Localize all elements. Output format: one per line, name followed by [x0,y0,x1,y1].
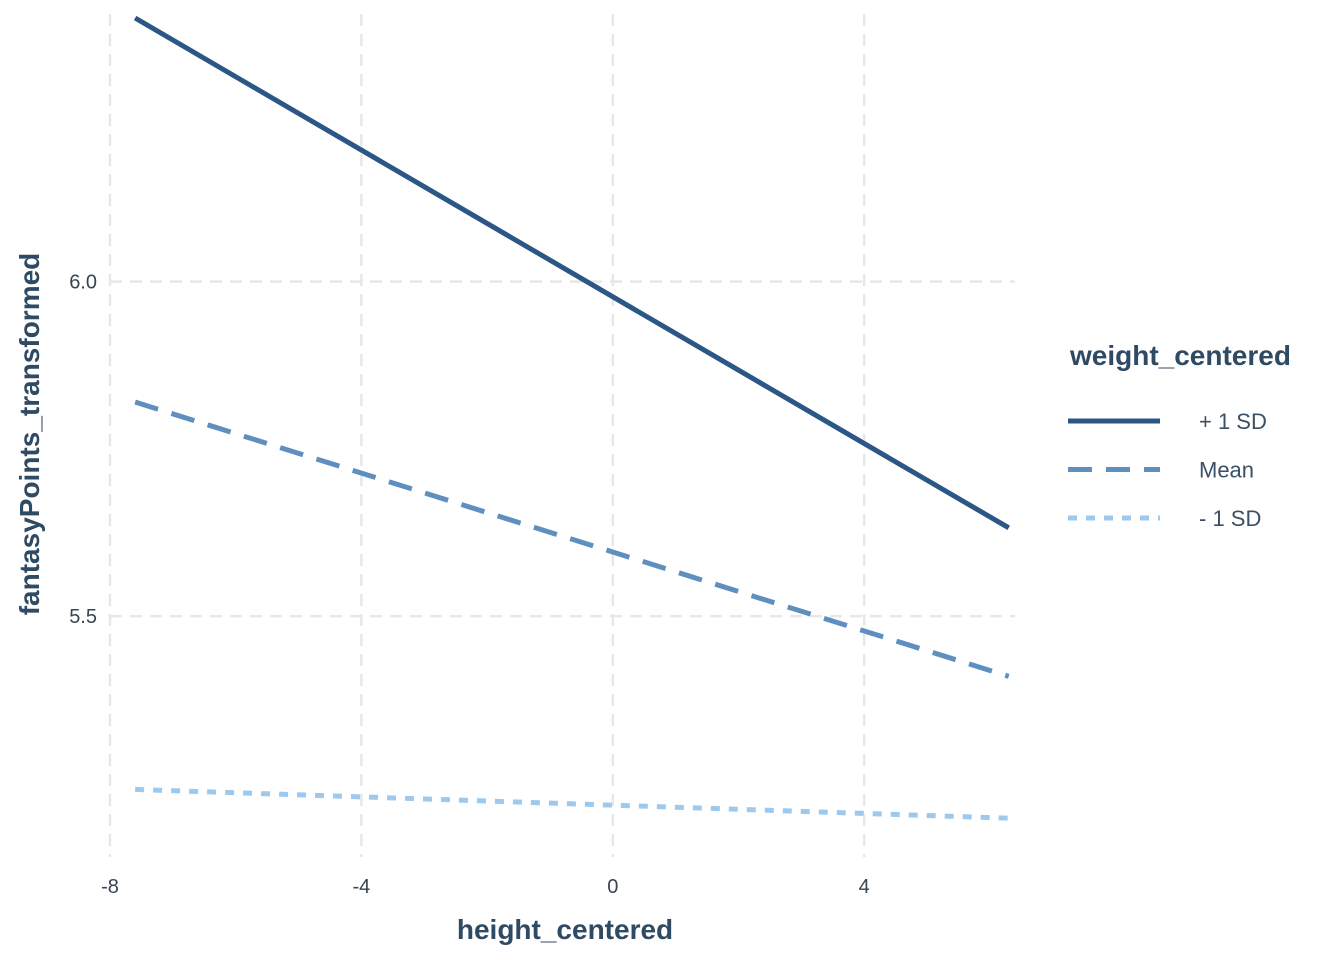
legend-label: Mean [1199,458,1254,483]
series-line [135,786,1009,821]
x-axis-title: height_centered [457,914,673,945]
legend-label: - 1 SD [1199,506,1261,531]
x-tick-label: 4 [859,876,870,898]
x-tick-label: 0 [607,876,618,898]
series-line [134,399,1010,679]
y-tick-label: 5.5 [69,606,97,628]
y-axis-title: fantasyPoints_transformed [14,253,45,616]
x-tick-label: -8 [101,876,119,898]
legend-title: weight_centered [1069,340,1291,371]
series-layer [133,15,1010,821]
series-line [133,15,1010,530]
legend: weight_centered + 1 SD Mean - 1 SD [1068,340,1291,531]
legend-items: + 1 SD Mean - 1 SD [1068,409,1267,531]
legend-label: + 1 SD [1199,409,1267,434]
grid-layer [108,14,1015,857]
y-tick-label: 6.0 [69,272,97,294]
x-tick-label: -4 [352,876,370,898]
y-tick-labels: 5.5 6.0 [69,272,97,629]
x-tick-labels: -8 -4 0 4 [101,876,870,898]
